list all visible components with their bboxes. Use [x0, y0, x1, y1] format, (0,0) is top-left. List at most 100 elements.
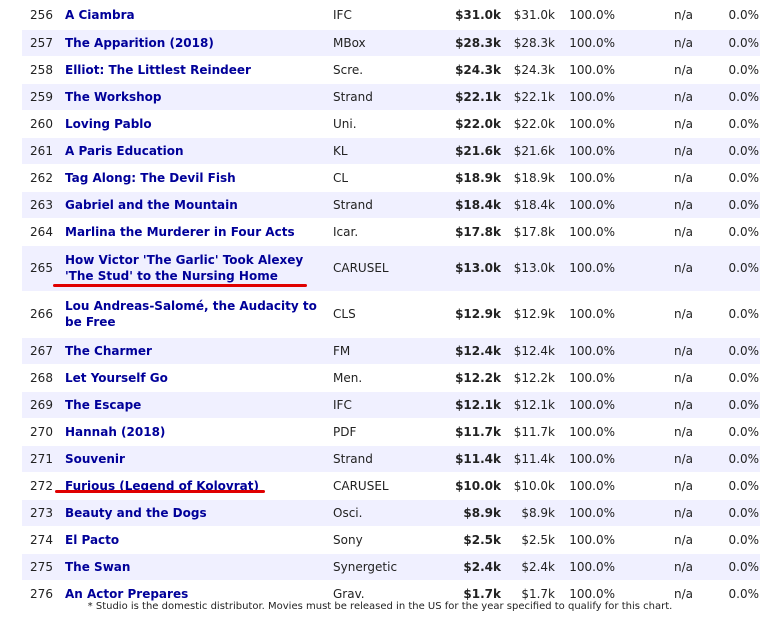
table-row: 275 The Swan Synergetic $2.4k $2.4k 100.0% n/a… [22, 553, 760, 581]
total-gross-cell: $11.4k [505, 445, 555, 473]
domestic-gross-cell: $31.0k [429, 2, 505, 30]
domestic-pct-cell: 100.0% [555, 337, 621, 365]
domestic-gross-cell: $12.9k [429, 291, 505, 338]
overseas-gross-cell: n/a [621, 337, 705, 365]
total-gross-cell: $12.4k [505, 337, 555, 365]
movie-title-link[interactable]: Hannah (2018) [65, 424, 166, 439]
studio-cell: Men. [329, 364, 429, 392]
domestic-pct-cell: 100.0% [555, 553, 621, 581]
table-row: 265 How Victor 'The Garlic' Took Alexey '… [22, 245, 760, 292]
total-gross-cell: $8.9k [505, 499, 555, 527]
rank-cell: 265 [22, 245, 61, 292]
domestic-pct-cell: 100.0% [555, 580, 621, 608]
movie-title-link[interactable]: Tag Along: The Devil Fish [65, 170, 236, 185]
domestic-gross-cell: $12.2k [429, 364, 505, 392]
overseas-gross-cell: n/a [621, 83, 705, 111]
movie-title-link[interactable]: El Pacto [65, 532, 120, 547]
overseas-gross-cell: n/a [621, 137, 705, 165]
overseas-pct-cell: 0.0% [705, 445, 760, 473]
domestic-gross-cell: $13.0k [429, 245, 505, 292]
annotation-underline-272 [55, 490, 265, 493]
overseas-pct-cell: 0.0% [705, 526, 760, 554]
movie-title-link[interactable]: The Charmer [65, 343, 152, 358]
movie-title-link[interactable]: Lou Andreas-Salomé, the Audacity to be F… [65, 299, 317, 329]
total-gross-cell: $21.6k [505, 137, 555, 165]
studio-cell: Scre. [329, 56, 429, 84]
rank-cell: 263 [22, 191, 61, 219]
total-gross-cell: $12.9k [505, 291, 555, 338]
movie-title-link[interactable]: The Escape [65, 397, 142, 412]
total-gross-cell: $2.4k [505, 553, 555, 581]
box-office-table: 256 A Ciambra IFC $31.0k $31.0k 100.0% n/a 0.0%… [22, 2, 760, 608]
overseas-pct-cell: 0.0% [705, 2, 760, 30]
overseas-gross-cell: n/a [621, 445, 705, 473]
domestic-gross-cell: $1.7k [429, 580, 505, 608]
overseas-gross-cell: n/a [621, 218, 705, 246]
movie-title-link[interactable]: Elliot: The Littlest Reindeer [65, 62, 251, 77]
title-cell: The Workshop [61, 83, 329, 111]
domestic-gross-cell: $12.4k [429, 337, 505, 365]
movie-title-link[interactable]: The Apparition (2018) [65, 35, 214, 50]
movie-title-link[interactable]: A Ciambra [65, 8, 135, 23]
domestic-pct-cell: 100.0% [555, 56, 621, 84]
overseas-gross-cell: n/a [621, 291, 705, 338]
movie-title-link[interactable]: Marlina the Murderer in Four Acts [65, 224, 295, 239]
table-row: 267 The Charmer FM $12.4k $12.4k 100.0% n/a 0.0… [22, 337, 760, 365]
overseas-gross-cell: n/a [621, 499, 705, 527]
overseas-gross-cell: n/a [621, 526, 705, 554]
movie-title-link[interactable]: The Workshop [65, 89, 162, 104]
overseas-pct-cell: 0.0% [705, 418, 760, 446]
overseas-pct-cell: 0.0% [705, 472, 760, 500]
movie-title-link[interactable]: How Victor 'The Garlic' Took Alexey 'The… [65, 253, 304, 283]
domestic-gross-cell: $22.1k [429, 83, 505, 111]
domestic-pct-cell: 100.0% [555, 364, 621, 392]
table-row: 258 Elliot: The Littlest Reindeer Scre. $24… [22, 56, 760, 84]
domestic-pct-cell: 100.0% [555, 472, 621, 500]
domestic-pct-cell: 100.0% [555, 526, 621, 554]
overseas-pct-cell: 0.0% [705, 391, 760, 419]
title-cell: El Pacto [61, 526, 329, 554]
domestic-gross-cell: $11.4k [429, 445, 505, 473]
domestic-gross-cell: $8.9k [429, 499, 505, 527]
total-gross-cell: $22.0k [505, 110, 555, 138]
table-row: 259 The Workshop Strand $22.1k $22.1k 100.0% n… [22, 83, 760, 111]
table-row: 270 Hannah (2018) PDF $11.7k $11.7k 100.0% n/a… [22, 418, 760, 446]
domestic-gross-cell: $12.1k [429, 391, 505, 419]
overseas-pct-cell: 0.0% [705, 553, 760, 581]
movie-title-link[interactable]: Gabriel and the Mountain [65, 197, 238, 212]
studio-cell: Synergetic [329, 553, 429, 581]
movie-title-link[interactable]: Souvenir [65, 451, 125, 466]
domestic-pct-cell: 100.0% [555, 110, 621, 138]
table-row: 260 Loving Pablo Uni. $22.0k $22.0k 100.0% n/a… [22, 110, 760, 138]
overseas-pct-cell: 0.0% [705, 29, 760, 57]
total-gross-cell: $28.3k [505, 29, 555, 57]
studio-cell: Strand [329, 191, 429, 219]
table-row: 263 Gabriel and the Mountain Strand $18.4k $… [22, 191, 760, 219]
rank-cell: 271 [22, 445, 61, 473]
rank-cell: 270 [22, 418, 61, 446]
domestic-pct-cell: 100.0% [555, 391, 621, 419]
overseas-pct-cell: 0.0% [705, 191, 760, 219]
studio-cell: CARUSEL [329, 245, 429, 292]
movie-title-link[interactable]: An Actor Prepares [65, 586, 189, 601]
movie-title-link[interactable]: The Swan [65, 559, 131, 574]
movie-title-link[interactable]: Furious (Legend of Kolovrat) [65, 478, 259, 493]
overseas-gross-cell: n/a [621, 245, 705, 292]
total-gross-cell: $1.7k [505, 580, 555, 608]
table-row: 273 Beauty and the Dogs Osci. $8.9k $8.9k 100… [22, 499, 760, 527]
movie-title-link[interactable]: Beauty and the Dogs [65, 505, 207, 520]
total-gross-cell: $11.7k [505, 418, 555, 446]
movie-title-link[interactable]: A Paris Education [65, 143, 184, 158]
overseas-pct-cell: 0.0% [705, 291, 760, 338]
movie-title-link[interactable]: Let Yourself Go [65, 370, 168, 385]
domestic-pct-cell: 100.0% [555, 29, 621, 57]
domestic-pct-cell: 100.0% [555, 191, 621, 219]
table-row: 261 A Paris Education KL $21.6k $21.6k 100.0%… [22, 137, 760, 165]
studio-cell: Grav. [329, 580, 429, 608]
overseas-pct-cell: 0.0% [705, 245, 760, 292]
table-row: 268 Let Yourself Go Men. $12.2k $12.2k 100.0%… [22, 364, 760, 392]
studio-cell: CARUSEL [329, 472, 429, 500]
domestic-pct-cell: 100.0% [555, 445, 621, 473]
rank-cell: 275 [22, 553, 61, 581]
movie-title-link[interactable]: Loving Pablo [65, 116, 152, 131]
